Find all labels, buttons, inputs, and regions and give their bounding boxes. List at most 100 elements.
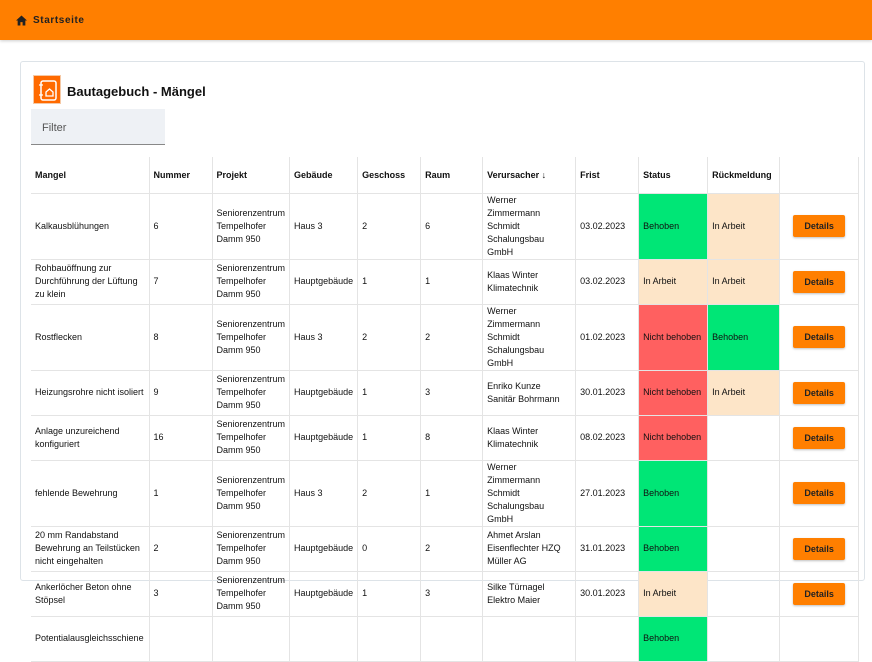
cell-raum: 2 (420, 526, 484, 572)
table-row[interactable]: Anlage unzureichend konfiguriert 16 Senior… (31, 415, 860, 461)
cell-projekt: Seniorenzentrum Tempelhofer Damm 950 (212, 370, 291, 416)
maengel-table: Mangel Nummer Projekt Gebäude Geschoss Raum Ve… (31, 157, 860, 662)
details-button[interactable]: Details (793, 270, 846, 293)
cell-actions (779, 616, 860, 662)
cell-mangel: Potentialausgleichsschiene (31, 616, 150, 662)
column-header-actions[interactable] (779, 157, 860, 194)
column-header-projekt[interactable]: Projekt (212, 157, 291, 194)
cell-geschoss: 1 (357, 259, 422, 305)
cell-frist: 30.01.2023 (575, 370, 640, 416)
cell-status: Nicht behoben (638, 304, 709, 371)
cell-gebaeude (289, 616, 359, 662)
table-row[interactable]: Potentialausgleichsschiene Behoben (31, 616, 860, 662)
cell-rueckmeldung (707, 526, 781, 572)
column-header-verursacher[interactable]: Verursacher ↓ (482, 157, 577, 194)
cell-projekt: Seniorenzentrum Tempelhofer Damm 950 (212, 304, 291, 371)
home-link[interactable]: Startseite (33, 14, 85, 26)
home-icon[interactable] (16, 15, 27, 26)
cell-nummer: 6 (149, 193, 213, 260)
cell-mangel: Anlage unzureichend konfiguriert (31, 415, 150, 461)
cell-gebaeude: Hauptgebäude (289, 415, 359, 461)
cell-raum: 1 (420, 460, 484, 527)
cell-projekt: Seniorenzentrum Tempelhofer Damm 950 (212, 193, 291, 260)
column-header-geschoss[interactable]: Geschoss (357, 157, 422, 194)
table-row[interactable]: Kalkausblühungen 6 Seniorenzentrum Tempelh… (31, 193, 860, 260)
cell-verursacher: Werner Zimmermann Schmidt Schalungsbau G… (482, 460, 577, 527)
cell-status: In Arbeit (638, 259, 709, 305)
table-row[interactable]: Rohbauöffnung zur Durchführung der Lüftu… (31, 259, 860, 305)
cell-rueckmeldung: In Arbeit (707, 193, 781, 260)
cell-actions: Details (779, 460, 860, 527)
cell-geschoss: 0 (357, 526, 422, 572)
cell-status: Behoben (638, 526, 709, 572)
cell-projekt: Seniorenzentrum Tempelhofer Damm 950 (212, 415, 291, 461)
details-button[interactable]: Details (793, 381, 846, 404)
column-header-mangel[interactable]: Mangel (31, 157, 150, 194)
cell-gebaeude: Hauptgebäude (289, 259, 359, 305)
cell-projekt: Seniorenzentrum Tempelhofer Damm 950 (212, 526, 291, 572)
cell-nummer: 16 (149, 415, 213, 461)
cell-gebaeude: Hauptgebäude (289, 571, 359, 617)
column-header-frist[interactable]: Frist (575, 157, 640, 194)
cell-mangel: Ankerlöcher Beton ohne Stöpsel (31, 571, 150, 617)
cell-verursacher: Werner Zimmermann Schmidt Schalungsbau G… (482, 193, 577, 260)
table-row[interactable]: Ankerlöcher Beton ohne Stöpsel 3 Seniorenz… (31, 571, 860, 617)
column-header-raum[interactable]: Raum (420, 157, 484, 194)
cell-mangel: Kalkausblühungen (31, 193, 150, 260)
cell-nummer (149, 616, 213, 662)
bautagebuch-logo-icon (33, 75, 61, 104)
filter-input[interactable]: Filter (31, 109, 165, 145)
cell-frist: 31.01.2023 (575, 526, 640, 572)
cell-frist: 08.02.2023 (575, 415, 640, 461)
column-header-nummer[interactable]: Nummer (149, 157, 213, 194)
cell-verursacher: Klaas Winter Klimatechnik (482, 259, 577, 305)
cell-actions: Details (779, 571, 860, 617)
column-header-status[interactable]: Status (638, 157, 709, 194)
cell-rueckmeldung: In Arbeit (707, 370, 781, 416)
cell-geschoss: 1 (357, 370, 422, 416)
table-row[interactable]: 20 mm Randabstand Bewehrung an Teilstück… (31, 526, 860, 572)
cell-verursacher: Silke Türnagel Elektro Maier (482, 571, 577, 617)
table-row[interactable]: fehlende Bewehrung 1 Seniorenzentrum Tempe… (31, 460, 860, 527)
cell-geschoss: 1 (357, 571, 422, 617)
cell-raum: 1 (420, 259, 484, 305)
cell-projekt (212, 616, 291, 662)
table-row[interactable]: Heizungsrohre nicht isoliert 9 Seniorenzen… (31, 370, 860, 416)
cell-raum: 8 (420, 415, 484, 461)
cell-mangel: fehlende Bewehrung (31, 460, 150, 527)
cell-raum: 2 (420, 304, 484, 371)
page-title: Bautagebuch - Mängel (67, 84, 206, 99)
details-button[interactable]: Details (793, 426, 846, 449)
details-button[interactable]: Details (793, 537, 846, 560)
cell-mangel: Rostflecken (31, 304, 150, 371)
details-button[interactable]: Details (793, 326, 846, 348)
cell-nummer: 3 (149, 571, 213, 617)
cell-rueckmeldung (707, 460, 781, 527)
cell-rueckmeldung: Behoben (707, 304, 781, 371)
details-button[interactable]: Details (793, 215, 846, 237)
table-row[interactable]: Rostflecken 8 Seniorenzentrum Tempelhofer … (31, 304, 860, 371)
cell-geschoss: 2 (357, 304, 422, 371)
cell-raum: 6 (420, 193, 484, 260)
cell-mangel: Rohbauöffnung zur Durchführung der Lüftu… (31, 259, 150, 305)
cell-geschoss (357, 616, 422, 662)
column-header-gebaeude[interactable]: Gebäude (289, 157, 359, 194)
cell-verursacher: Werner Zimmermann Schmidt Schalungsbau G… (482, 304, 577, 371)
cell-gebaeude: Haus 3 (289, 460, 359, 527)
cell-rueckmeldung: In Arbeit (707, 259, 781, 305)
column-header-rueckmeldung[interactable]: Rückmeldung (707, 157, 781, 194)
cell-frist: 01.02.2023 (575, 304, 640, 371)
cell-status: Behoben (638, 193, 709, 260)
cell-verursacher (482, 616, 577, 662)
cell-frist: 03.02.2023 (575, 259, 640, 305)
cell-frist (575, 616, 640, 662)
details-button[interactable]: Details (793, 582, 846, 605)
cell-frist: 30.01.2023 (575, 571, 640, 617)
cell-raum: 3 (420, 370, 484, 416)
details-button[interactable]: Details (793, 482, 846, 504)
cell-status: In Arbeit (638, 571, 709, 617)
cell-actions: Details (779, 526, 860, 572)
cell-nummer: 2 (149, 526, 213, 572)
cell-gebaeude: Haus 3 (289, 304, 359, 371)
cell-nummer: 8 (149, 304, 213, 371)
